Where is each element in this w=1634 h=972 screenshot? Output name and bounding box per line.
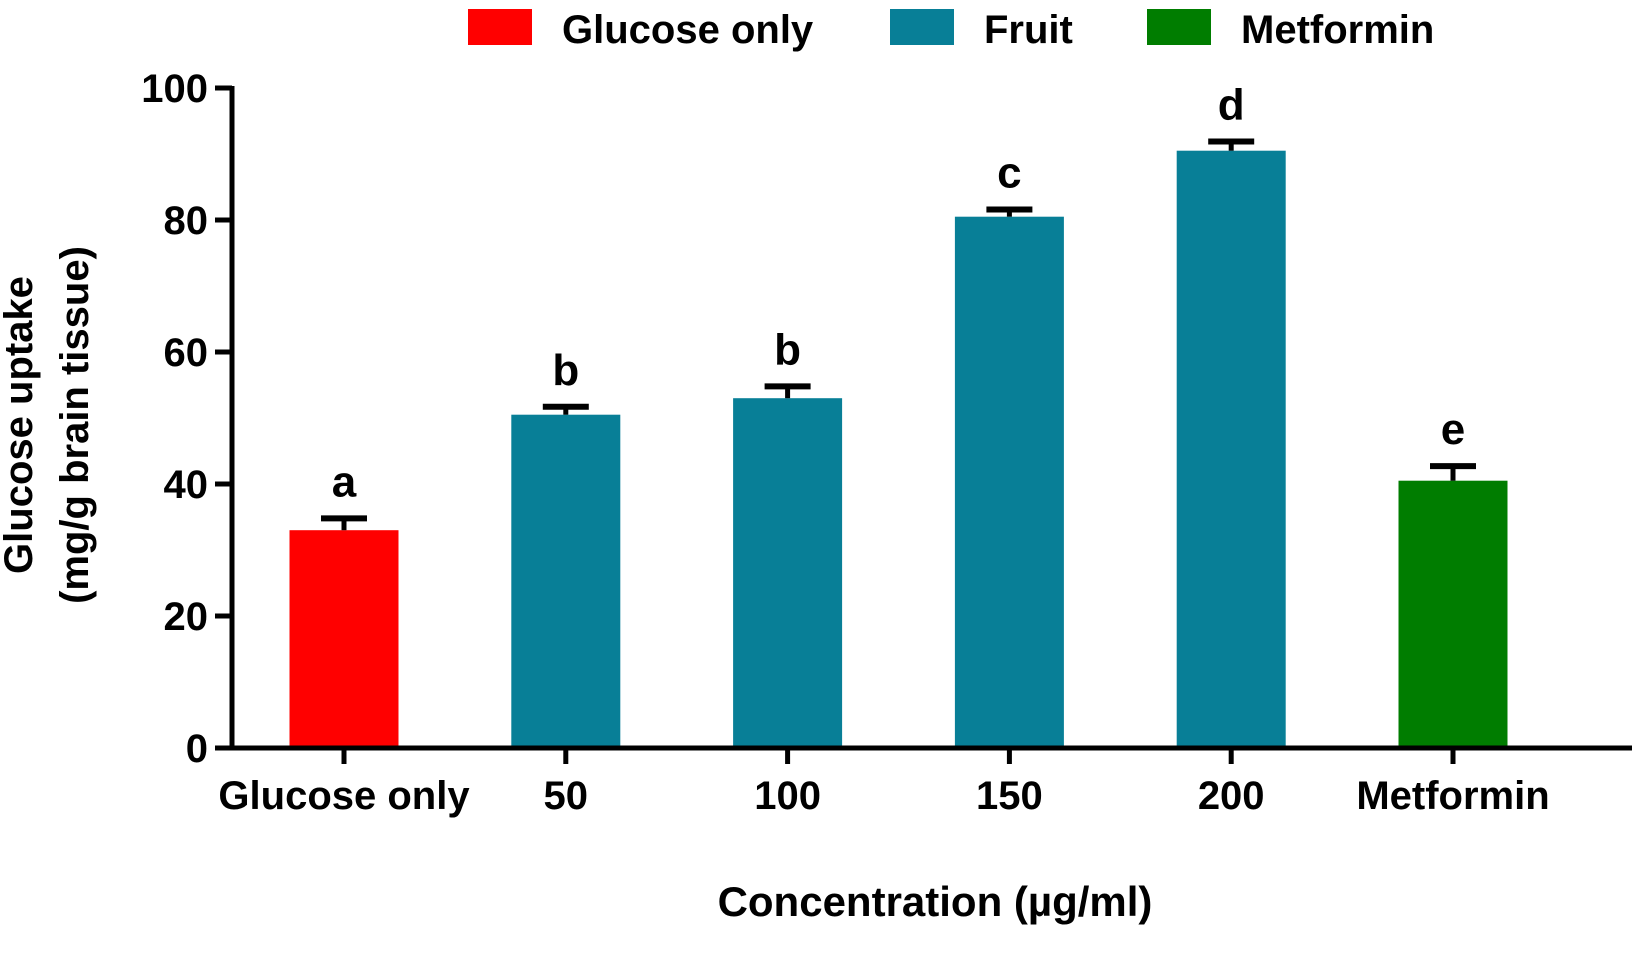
bar: [511, 414, 621, 748]
y-tick-label: 0: [186, 727, 208, 771]
x-tick-label: 200: [1198, 774, 1265, 818]
significance-letter: b: [774, 325, 801, 374]
significance-letter: c: [997, 148, 1021, 197]
bar: [733, 398, 843, 748]
x-tick-label: Metformin: [1356, 774, 1549, 818]
y-tick-label: 20: [164, 595, 209, 639]
significance-letter: b: [552, 346, 579, 395]
bar: [1398, 480, 1508, 748]
x-axis: Glucose only 50 100 150 200 Metformin: [218, 745, 1632, 818]
y-axis: 0 20 40 60 80 100: [141, 67, 235, 771]
y-axis-title-line1: Glucose uptake: [0, 276, 41, 574]
bar: [1176, 150, 1286, 748]
bar: [289, 530, 399, 748]
significance-letter: d: [1218, 80, 1245, 129]
bars: a b b c d e: [289, 80, 1508, 748]
significance-letter: a: [332, 457, 357, 506]
x-tick-label: 50: [544, 774, 589, 818]
y-axis-title-line2: (mg/g brain tissue): [53, 246, 97, 604]
legend-swatch: [468, 9, 532, 45]
x-tick-label: 100: [754, 774, 821, 818]
legend-label: Glucose only: [562, 8, 814, 52]
y-tick-label: 100: [141, 67, 208, 111]
legend-label: Fruit: [984, 8, 1073, 52]
x-axis-title: Concentration (µg/ml): [718, 878, 1153, 925]
x-tick-label: Glucose only: [218, 774, 470, 818]
y-tick-label: 60: [164, 331, 209, 375]
y-tick-label: 80: [164, 199, 209, 243]
y-tick-label: 40: [164, 463, 209, 507]
bar: [954, 216, 1064, 748]
legend-swatch: [1147, 9, 1211, 45]
x-tick-label: 150: [976, 774, 1043, 818]
legend-swatch: [890, 9, 954, 45]
legend: Glucose only Fruit Metformin: [468, 8, 1434, 52]
legend-label: Metformin: [1241, 8, 1434, 52]
significance-letter: e: [1441, 405, 1465, 454]
